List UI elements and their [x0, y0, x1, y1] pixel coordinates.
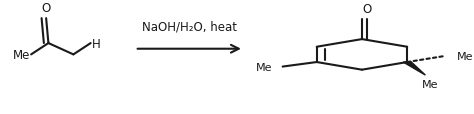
- Text: Me: Me: [422, 79, 438, 89]
- Text: H: H: [92, 37, 100, 50]
- Text: Me: Me: [256, 62, 273, 72]
- Text: Me: Me: [457, 51, 474, 61]
- Text: NaOH/H₂O, heat: NaOH/H₂O, heat: [142, 20, 237, 33]
- Text: Me: Me: [12, 48, 30, 61]
- Text: O: O: [362, 3, 371, 16]
- Polygon shape: [403, 62, 425, 75]
- Text: O: O: [42, 2, 51, 15]
